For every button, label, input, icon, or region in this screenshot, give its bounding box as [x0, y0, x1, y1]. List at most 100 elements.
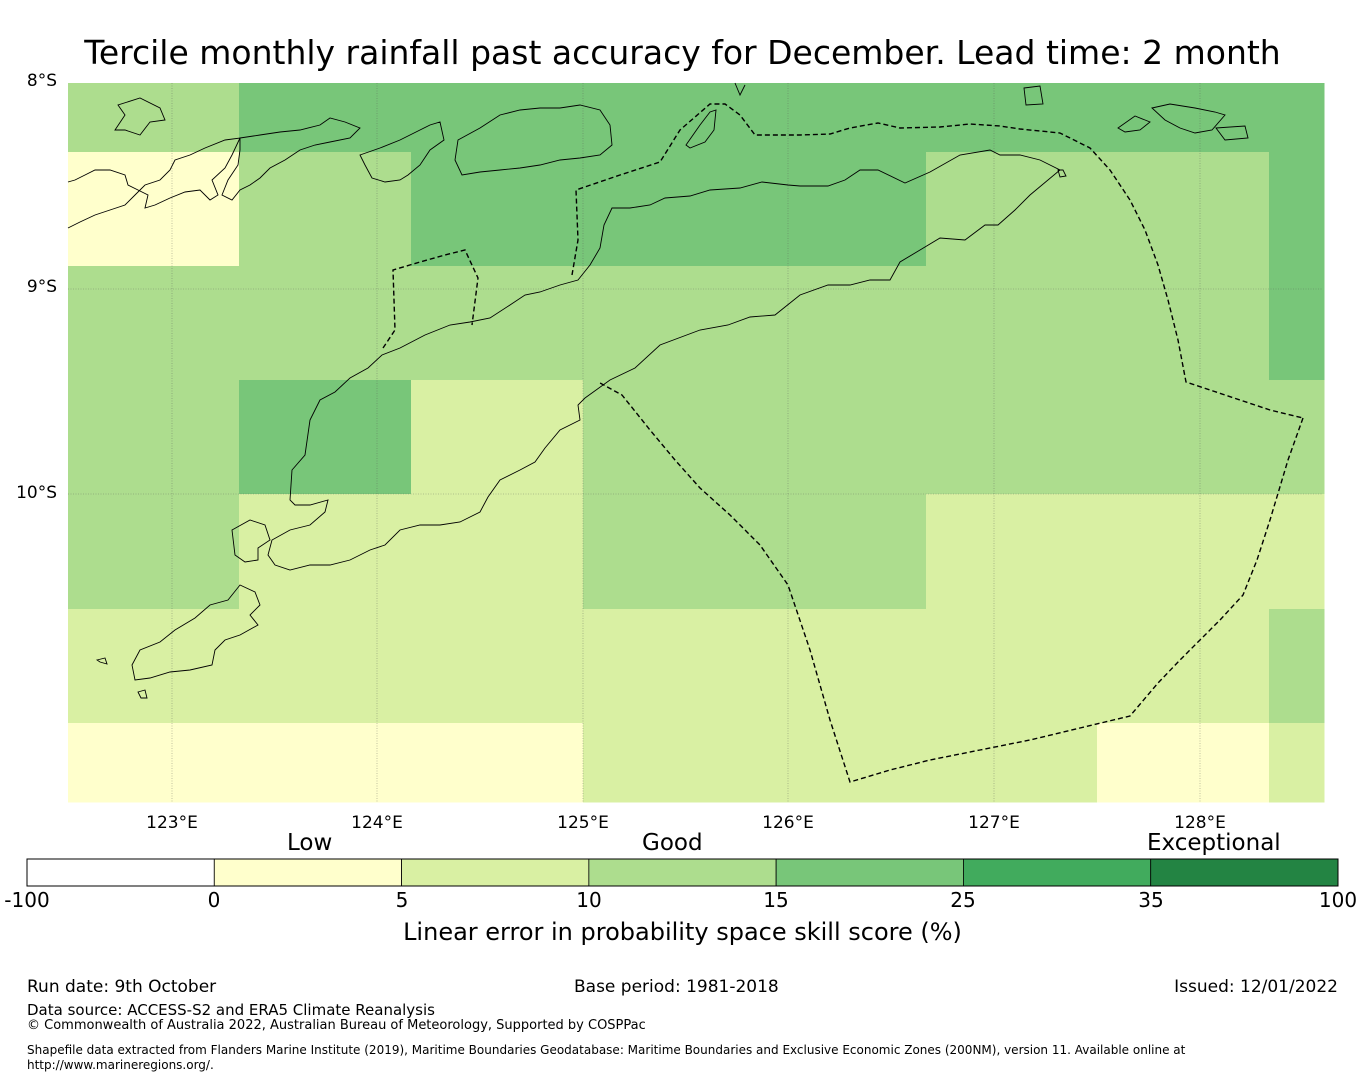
gridlines — [68, 83, 1323, 802]
grid-cell — [1269, 152, 1325, 267]
cb-tick: 10 — [576, 888, 602, 912]
lon-label-128e: 128°E — [1174, 813, 1226, 833]
grid-cell — [754, 266, 927, 381]
islet-c — [1057, 169, 1067, 178]
colorbar — [26, 858, 1339, 887]
grid-cell — [583, 266, 755, 381]
colorbar-segment — [26, 858, 215, 887]
lon-label-123e: 123°E — [146, 813, 198, 833]
grid-cell — [1097, 83, 1270, 153]
colorbar-segment — [775, 858, 964, 887]
moa-coastline — [1151, 103, 1226, 134]
run-date: Run date: 9th October — [27, 977, 217, 997]
colorbar-title: Linear error in probability space skill … — [403, 918, 962, 946]
grid-cell — [68, 266, 240, 381]
cb-tick: 25 — [950, 888, 976, 912]
grid-cell — [1097, 380, 1270, 495]
grid-cell — [926, 380, 1098, 495]
grid-cell — [1097, 266, 1270, 381]
lon-label-126e: 126°E — [762, 813, 814, 833]
coastlines — [67, 82, 1249, 699]
issued-date: Issued: 12/01/2022 — [1174, 977, 1338, 997]
grid-cell — [411, 609, 584, 724]
leti-coastline — [1117, 115, 1151, 133]
shapefile-credit-line2: http://www.marineregions.org/. — [27, 1058, 214, 1072]
copyright: © Commonwealth of Australia 2022, Austra… — [27, 1018, 646, 1033]
island-c — [359, 121, 445, 183]
grid-cell — [583, 609, 755, 724]
base-period: Base period: 1981-2018 — [574, 977, 779, 997]
grid-cell — [411, 83, 584, 153]
grid-cell — [583, 380, 755, 495]
chart-title: Tercile monthly rainfall past accuracy f… — [84, 33, 1281, 72]
lat-label-9s: 9°S — [26, 277, 57, 297]
grid-cell — [583, 494, 755, 610]
grid-cell — [583, 152, 755, 267]
grid-cell — [754, 152, 927, 267]
grid-cell — [239, 380, 412, 495]
grid-cell — [1269, 266, 1325, 381]
colorbar-segment — [963, 858, 1152, 887]
grid-cell — [411, 152, 584, 267]
colorbar-segment — [1150, 858, 1339, 887]
grid-cell — [583, 723, 755, 803]
wetar-coastline — [454, 104, 613, 176]
grid-cell — [926, 494, 1098, 610]
grid-cell — [1269, 609, 1325, 724]
oecusse-boundary — [382, 249, 479, 349]
grid-cell — [1097, 723, 1270, 803]
grid-cell — [411, 723, 584, 803]
skill-grid-cells — [68, 83, 1325, 803]
grid-cell — [68, 494, 240, 610]
eez-boundary-north — [571, 103, 1304, 419]
islet-a — [95, 657, 108, 665]
grid-cell — [68, 723, 240, 803]
grid-cell — [926, 152, 1098, 267]
pantar-coastline — [114, 97, 166, 136]
alor-coastline — [221, 117, 361, 201]
grid-cell — [1269, 723, 1325, 803]
grid-cell — [754, 609, 927, 724]
semau-coastline — [231, 519, 271, 563]
grid-cell — [411, 494, 584, 610]
colorbar-segment — [401, 858, 590, 887]
cb-tick: 5 — [395, 888, 409, 912]
colorbar-segment — [588, 858, 777, 887]
grid-cell — [239, 266, 412, 381]
grid-cell — [926, 723, 1098, 803]
grid-cell — [239, 609, 412, 724]
timor-coastline — [267, 149, 1061, 571]
category-good: Good — [642, 830, 703, 856]
grid-cell — [239, 723, 412, 803]
grid-cell — [1269, 83, 1325, 153]
grid-cell — [583, 83, 755, 153]
lon-label-125e: 125°E — [557, 813, 609, 833]
colorbar-segment — [213, 858, 402, 887]
grid-cell — [1097, 609, 1270, 724]
grid-cell — [754, 494, 927, 610]
lakor-coastline — [1215, 125, 1249, 141]
category-exceptional: Exceptional — [1147, 830, 1281, 856]
grid-cell — [411, 266, 584, 381]
grid-cell — [68, 152, 240, 267]
flores-coastline — [67, 137, 241, 229]
grid-cell — [68, 609, 240, 724]
cb-tick: 15 — [763, 888, 789, 912]
grid-cell — [1097, 494, 1270, 610]
islet-d — [734, 82, 746, 97]
lon-label-124e: 124°E — [351, 813, 403, 833]
grid-cell — [926, 609, 1098, 724]
cb-tick: 100 — [1318, 888, 1358, 912]
grid-cell — [754, 380, 927, 495]
maritime-boundaries — [382, 103, 1304, 783]
shapefile-credit-line1: Shapefile data extracted from Flanders M… — [27, 1043, 1186, 1057]
grid-cell — [754, 723, 927, 803]
grid-cell — [754, 83, 927, 153]
data-source: Data source: ACCESS-S2 and ERA5 Climate … — [27, 1001, 435, 1019]
grid-cell — [239, 494, 412, 610]
rote-coastline — [131, 584, 261, 681]
grid-cell — [411, 380, 584, 495]
islet-b — [137, 689, 148, 699]
lat-label-10s: 10°S — [16, 483, 57, 503]
